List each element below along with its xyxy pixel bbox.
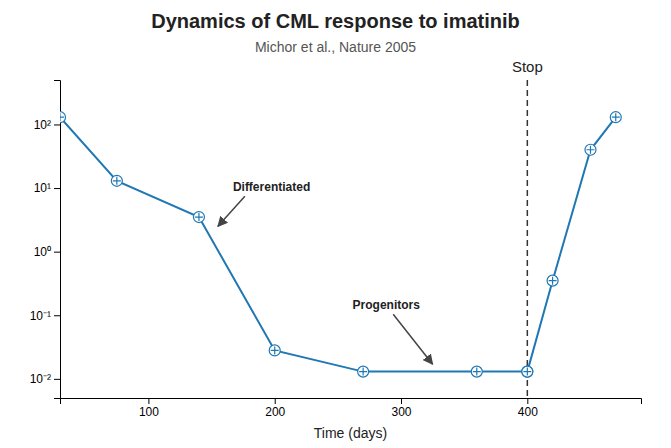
point — [585, 144, 596, 155]
y-axis-line — [54, 81, 61, 399]
stop-label: Stop — [512, 58, 543, 75]
point — [269, 345, 280, 356]
x-tick-label: 300 — [392, 405, 412, 419]
x-tick-mark — [527, 398, 528, 404]
y-tick: 10⁰ — [34, 245, 60, 259]
point — [522, 366, 533, 377]
x-tick-label: 400 — [518, 405, 538, 419]
y-tick-mark — [54, 252, 60, 253]
y-tick-label: 10⁻² — [30, 372, 51, 386]
y-tick: 10² — [34, 118, 60, 132]
x-tick: 400 — [518, 398, 538, 419]
title: Dynamics of CML response to imatinib — [151, 10, 520, 32]
point — [471, 366, 482, 377]
x-tick-label: 100 — [139, 405, 159, 419]
x-tick: 200 — [265, 398, 285, 419]
chart: 100 200 300 400 10⁻² 10⁻¹ 10⁰ 10¹ 10² Stop Differe… — [0, 0, 671, 448]
annotation-arrow — [393, 314, 432, 364]
y-tick-label: 10⁻¹ — [30, 309, 51, 323]
x-axis-title: Time (days) — [314, 425, 387, 441]
point — [358, 366, 369, 377]
point — [111, 175, 122, 186]
y-tick-mark — [54, 379, 60, 380]
x-tick: 300 — [392, 398, 412, 419]
y-tick-label: 10⁰ — [34, 245, 51, 259]
x-tick-mark — [275, 398, 276, 404]
y-tick: 10¹ — [34, 181, 60, 195]
y-tick: 10⁻² — [30, 372, 60, 386]
line — [527, 117, 615, 371]
y-tick-label: 10² — [34, 118, 51, 132]
annotation-arrow — [218, 196, 245, 226]
x-axis: 100 200 300 400 — [61, 398, 642, 419]
subtitle: Michor et al., Nature 2005 — [255, 39, 416, 55]
annotation-label: Differentiated — [233, 180, 310, 194]
stop-line — [527, 80, 529, 398]
point — [522, 366, 533, 377]
point — [193, 212, 204, 223]
y-tick-label: 10¹ — [34, 181, 51, 195]
y-tick-mark — [54, 124, 60, 125]
plot-area — [60, 80, 621, 398]
point — [610, 112, 621, 123]
x-tick: 100 — [139, 398, 159, 419]
y-tick: 10⁻¹ — [30, 309, 60, 323]
x-tick-mark — [148, 398, 149, 404]
texts: Stop Differentiated Progenitors Dynamics of… — [151, 10, 543, 441]
x-axis-line — [61, 399, 642, 405]
y-axis: 10⁻² 10⁻¹ 10⁰ 10¹ 10² — [30, 81, 61, 399]
point — [60, 112, 66, 123]
point — [547, 275, 558, 286]
line — [60, 117, 527, 371]
x-tick-label: 200 — [265, 405, 285, 419]
x-tick-mark — [401, 398, 402, 404]
y-tick-mark — [54, 188, 60, 189]
annotation-label: Progenitors — [353, 298, 421, 312]
y-tick-mark — [54, 315, 60, 316]
